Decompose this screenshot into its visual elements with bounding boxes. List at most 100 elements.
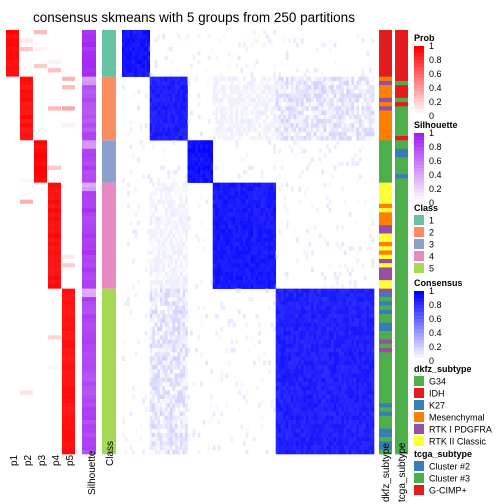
consensus-cell [353, 288, 357, 294]
consensus-cell [205, 360, 208, 366]
prob-cell [20, 93, 33, 99]
consensus-cell [132, 42, 135, 48]
consensus-cell [169, 110, 173, 116]
consensus-cell [182, 80, 186, 86]
consensus-cell [303, 369, 307, 374]
consensus-cell [333, 97, 337, 103]
consensus-cell [313, 415, 317, 421]
consensus-cell [305, 229, 309, 234]
consensus-cell [127, 203, 130, 209]
prob-cell [34, 377, 47, 383]
consensus-cell [341, 381, 345, 387]
consensus-cell [336, 136, 340, 141]
consensus-cell [152, 123, 156, 128]
consensus-cell [179, 415, 183, 421]
silhouette-cell [82, 136, 96, 141]
consensus-cell [167, 97, 171, 103]
consensus-cell [200, 280, 203, 285]
consensus-cell [305, 381, 309, 387]
consensus-cell [260, 242, 264, 247]
consensus-cell [245, 89, 249, 94]
consensus-cell [217, 76, 221, 82]
consensus-cell [242, 42, 246, 48]
consensus-cell [303, 373, 307, 378]
consensus-cell [169, 305, 173, 311]
consensus-cell [129, 411, 133, 417]
consensus-row [149, 377, 375, 383]
consensus-cell [318, 348, 322, 353]
consensus-cell [182, 292, 186, 298]
consensus-cell [328, 386, 332, 391]
consensus-cell [361, 38, 365, 44]
consensus-cell [268, 225, 271, 230]
consensus-cell [308, 242, 312, 247]
consensus-cell [172, 169, 176, 175]
consensus-cell [157, 331, 161, 336]
consensus-cell [371, 369, 375, 374]
consensus-cell [220, 199, 224, 205]
consensus-cell [263, 216, 266, 222]
consensus-cell [242, 127, 246, 133]
consensus-cell [187, 152, 191, 158]
consensus-cell [343, 322, 347, 328]
consensus-cell [210, 403, 214, 408]
consensus-cell [285, 369, 289, 374]
prob-cell [20, 432, 33, 438]
consensus-cell [273, 237, 277, 243]
consensus-cell [212, 411, 216, 417]
consensus-cell [122, 38, 125, 44]
consensus-cell [182, 305, 186, 311]
consensus-cell [321, 76, 324, 82]
consensus-cell [139, 59, 143, 65]
consensus-cell [295, 237, 299, 243]
consensus-cell [328, 38, 332, 44]
consensus-cell [285, 136, 289, 141]
consensus-cell [343, 301, 347, 306]
consensus-cell [363, 394, 367, 400]
consensus-cell [192, 165, 196, 171]
consensus-cell [210, 161, 214, 166]
consensus-cell [316, 415, 319, 421]
consensus-cell [263, 186, 266, 192]
consensus-cell [283, 326, 287, 332]
consensus-cell [195, 140, 198, 145]
consensus-cell [255, 250, 259, 256]
prob-cell [62, 314, 75, 319]
consensus-cell [348, 102, 352, 107]
silhouette-cell [82, 68, 96, 73]
prob-cell [62, 233, 75, 239]
consensus-row [142, 174, 362, 179]
consensus-cell [179, 420, 183, 425]
prob-cell [34, 403, 47, 408]
consensus-cell [305, 394, 309, 400]
consensus-cell [220, 72, 224, 77]
consensus-cell [368, 301, 372, 306]
prob-cell [6, 394, 19, 400]
consensus-cell [275, 76, 279, 82]
consensus-cell [187, 80, 191, 86]
consensus-cell [152, 80, 156, 86]
consensus-cell [164, 394, 168, 400]
consensus-cell [139, 63, 143, 69]
consensus-cell [240, 182, 244, 188]
consensus-cell [157, 407, 161, 412]
consensus-cell [278, 411, 282, 417]
prob-cell [34, 339, 47, 345]
consensus-cell [187, 178, 191, 183]
consensus-cell [177, 390, 181, 395]
consensus-cell [164, 76, 168, 82]
consensus-cell [157, 386, 161, 391]
consensus-cell [328, 318, 332, 323]
consensus-cell [300, 394, 304, 400]
consensus-cell [346, 394, 350, 400]
consensus-cell [220, 127, 224, 133]
consensus-cell [217, 106, 221, 111]
consensus-cell [215, 246, 219, 251]
consensus-cell [293, 377, 297, 383]
consensus-cell [157, 76, 161, 82]
consensus-cell [159, 263, 163, 268]
prob-cell [62, 284, 75, 289]
consensus-cell [285, 381, 289, 387]
consensus-cell [311, 339, 314, 345]
consensus-cell [285, 85, 289, 90]
